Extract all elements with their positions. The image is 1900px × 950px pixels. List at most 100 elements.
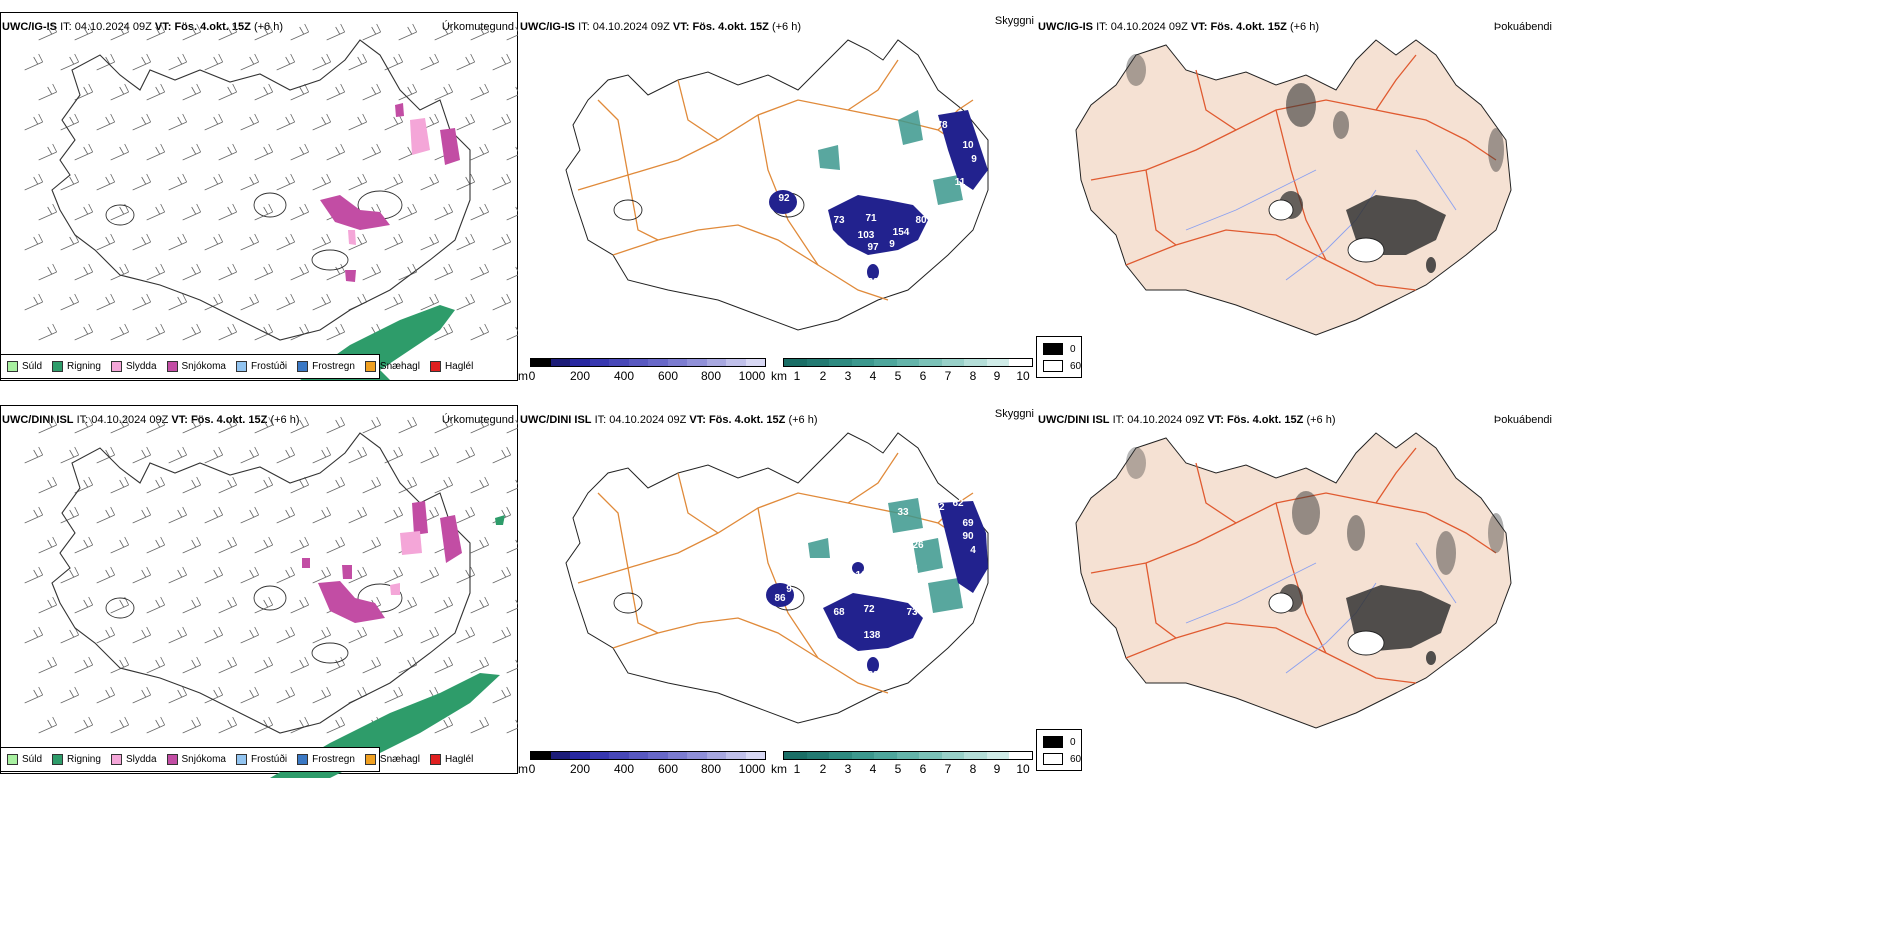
snow-label: 10 (962, 140, 974, 151)
wind-barb (276, 686, 296, 704)
legend-item: Rigning (52, 361, 101, 372)
wind-barb (398, 203, 418, 221)
wind-barb (326, 263, 346, 281)
wind-barb (506, 326, 518, 341)
legend-label: Snjókoma (181, 361, 226, 372)
legend-item: Frostregn (297, 754, 355, 765)
vis-tick: 4 (869, 762, 877, 776)
legend-swatch (7, 361, 18, 372)
wind-barb (132, 506, 152, 524)
wind-barb (74, 263, 94, 281)
snow-label: 82 (867, 670, 879, 681)
wind-barb (182, 476, 202, 494)
wind-barb (290, 263, 310, 281)
wind-barb (204, 626, 224, 644)
snow-map: 92 40 73 71 80 103 154 97 9 82 10 9 11 7… (565, 39, 989, 331)
snow-label: 97 (867, 242, 879, 253)
legend-label: Snæhagl (379, 754, 420, 765)
wind-barb (110, 716, 130, 734)
wind-barb (312, 293, 332, 311)
panel-title: Skyggni (994, 408, 1034, 420)
wind-barb (240, 506, 260, 524)
vis-tick: 3 (844, 369, 852, 383)
wind-barb (384, 686, 404, 704)
wind-barb (456, 113, 476, 131)
iceland-outline (51, 39, 471, 341)
wind-barb (96, 233, 116, 251)
wind-barb (204, 53, 224, 71)
wind-barb (204, 686, 224, 704)
wind-barb (456, 566, 476, 584)
vis-tick: 6 (919, 762, 927, 776)
model-name: UWC/IG-IS (2, 21, 57, 33)
wind-barb (110, 656, 130, 674)
wind-barb (326, 83, 346, 101)
wind-barb (312, 53, 332, 71)
panel-title: Þokuábendi (1493, 21, 1552, 33)
wind-barb (456, 446, 476, 464)
fog-legend-light-label: 60 (1070, 754, 1082, 765)
model-name: UWC/DINI ISL (2, 414, 74, 426)
wind-barb (218, 263, 238, 281)
snow-tick: 600 (657, 369, 679, 383)
wind-barb (276, 173, 296, 191)
snow-tick: 800 (700, 762, 722, 776)
wind-barb (384, 173, 404, 191)
wind-barb (96, 566, 116, 584)
legend-item: Snæhagl (364, 754, 420, 765)
lead-time: (+6 h) (1306, 414, 1336, 426)
wind-barb (348, 293, 368, 311)
snow-label: 62 (952, 498, 964, 509)
wind-barb (168, 626, 188, 644)
wind-barb (146, 263, 166, 281)
wind-barb (240, 53, 260, 71)
wind-barb (290, 536, 310, 554)
vt-label: VT: (689, 414, 706, 426)
wind-barb (182, 596, 202, 614)
wind-barb (204, 506, 224, 524)
wind-barb (326, 416, 346, 434)
snow-label: 62 (924, 523, 936, 534)
legend-swatch (235, 361, 247, 372)
legend-item: Slydda (110, 754, 157, 765)
legend-label: Frostúði (250, 754, 288, 765)
snow-tick: 400 (613, 762, 635, 776)
snow-panel-row2: UWC/DINI ISL IT: 04.10.2024 09Z VT: Fös.… (518, 393, 1036, 778)
legend-label: Haglél (444, 754, 474, 765)
snow-label: 11 (955, 177, 966, 188)
vis-tick: 4 (869, 369, 877, 383)
wind-barb (24, 53, 44, 71)
legend-swatch (297, 361, 309, 372)
vis-tick: 2 (819, 369, 827, 383)
vt-value: Fös. 4.okt. 15Z (1226, 414, 1304, 426)
vis-colorbar: km 1 2 3 4 5 6 7 8 9 10 (771, 358, 1036, 384)
it-label: IT: (60, 21, 72, 33)
it-label: IT: (594, 414, 607, 426)
legend-swatch (297, 754, 309, 765)
vis-tick: 1 (793, 369, 801, 383)
wind-barb (38, 536, 58, 554)
snow-label: 80 (915, 215, 927, 226)
legend-item: Slydda (110, 361, 157, 372)
vt-value: Fös. 4.okt. 15Z (708, 414, 786, 426)
legend-swatch (166, 361, 178, 372)
vt-label: VT: (1190, 21, 1208, 33)
legend-label: Frostúði (250, 361, 288, 372)
vis-areas (818, 110, 963, 205)
snow-colorbar-unit: m (518, 369, 528, 383)
wind-barb (146, 23, 166, 41)
snow-patches (302, 501, 462, 623)
wind-barb (254, 83, 274, 101)
vt-value: Fös. 4.okt. 15Z (1210, 21, 1287, 33)
precip-legend: Súld Rigning Slydda Snjókoma Frostúði Fr… (0, 747, 473, 772)
wind-barb (96, 506, 116, 524)
wind-barb (456, 53, 476, 71)
model-name: UWC/IG-IS (520, 21, 575, 33)
snow-label: 4 (970, 545, 976, 556)
iceland-outline (565, 39, 989, 331)
wind-barb (398, 83, 418, 101)
wind-barb (348, 566, 368, 584)
wind-barb (348, 53, 368, 71)
glacier-outlines (105, 583, 403, 664)
wind-barb (326, 476, 346, 494)
